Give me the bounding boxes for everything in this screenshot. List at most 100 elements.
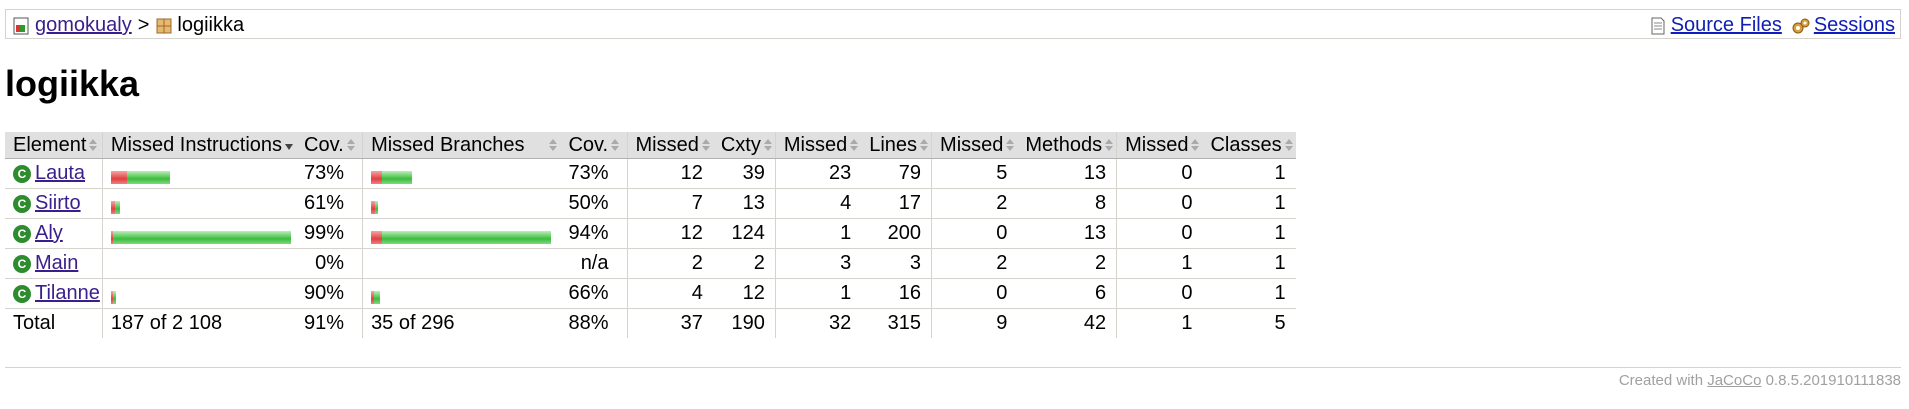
instructions-bar-cell (101, 278, 297, 309)
missed-cxty-cell: 12 (626, 218, 713, 249)
package-icon (156, 18, 172, 33)
table-total-row: Total 187 of 2 108 91% 35 of 296 88% 37 … (5, 308, 1296, 338)
coverage-bar (110, 197, 120, 215)
header-missed-branches[interactable]: Missed Branches (362, 132, 561, 159)
session-report-icon (13, 17, 29, 34)
cxty-cell: 39 (712, 158, 776, 189)
sort-icon (346, 139, 355, 152)
footer-prefix: Created with (1618, 372, 1708, 389)
header-lines[interactable]: Lines (861, 132, 932, 159)
covered-bar (374, 291, 381, 305)
total-cxty: 190 (731, 312, 765, 334)
coverage-bar (371, 167, 413, 185)
missed-bar (110, 231, 113, 245)
header-methods[interactable]: Methods (1017, 132, 1117, 159)
br-cov-cell: 73% (560, 158, 627, 189)
methods-cell: 13 (1017, 218, 1117, 249)
branches-bar-cell (362, 188, 561, 219)
lines-cell: 17 (861, 188, 932, 219)
header-element[interactable]: Element (5, 132, 103, 159)
element-cell: C Main (5, 248, 103, 279)
header-missed-methods[interactable]: Missed (931, 132, 1018, 159)
missed-bar (110, 201, 115, 215)
sort-icon (701, 139, 710, 152)
header-classes[interactable]: Classes (1202, 132, 1296, 159)
branches-bar-cell (362, 248, 561, 279)
total-missed-cxty: 37 (626, 308, 713, 338)
methods-cell: 13 (1017, 158, 1117, 189)
covered-bar (382, 171, 413, 185)
source-files-link[interactable]: Source Files (1670, 14, 1782, 36)
sort-icon (920, 139, 929, 152)
classes-cell: 1 (1202, 158, 1296, 189)
table-row: C Aly 99% 94% 12 124 1 200 0 13 0 1 (5, 218, 1296, 249)
source-files-icon (1651, 17, 1665, 34)
class-icon: C (13, 164, 31, 183)
cxty-cell: 124 (712, 218, 776, 249)
header-cov-branches[interactable]: Cov. (560, 132, 627, 159)
header-missed-cxty[interactable]: Missed (626, 132, 713, 159)
coverage-bar (110, 287, 116, 305)
cxty-cell: 13 (712, 188, 776, 219)
missed-cxty-cell: 12 (626, 158, 713, 189)
br-cov-cell: 94% (560, 218, 627, 249)
coverage-table: Element Missed Instructions Cov. Missed … (5, 132, 1296, 338)
total-br-cov: 88% (568, 312, 609, 334)
lines-cell: 79 (861, 158, 932, 189)
cxty-cell: 2 (712, 248, 776, 279)
missed-bar (371, 201, 376, 215)
sort-icon (850, 139, 859, 152)
header-missed-lines[interactable]: Missed (774, 132, 862, 159)
element-cell: C Siirto (5, 188, 103, 219)
element-link[interactable]: Aly (35, 222, 63, 244)
breadcrumb-separator: > (137, 14, 150, 36)
missed-methods-cell: 2 (931, 248, 1018, 279)
missed-classes-cell: 0 (1116, 158, 1203, 189)
missed-classes-cell: 0 (1116, 188, 1203, 219)
breadcrumb-session-link[interactable]: gomokualy (35, 14, 132, 36)
methods-cell: 8 (1017, 188, 1117, 219)
element-link[interactable]: Tilanne (35, 282, 100, 304)
total-classes: 5 (1274, 312, 1286, 334)
instructions-bar-cell (101, 188, 297, 219)
header-missed-instructions[interactable]: Missed Instructions (101, 132, 297, 159)
missed-classes-cell: 0 (1116, 278, 1203, 309)
instr-cov-cell: 90% (296, 278, 363, 309)
total-missed-methods: 9 (931, 308, 1018, 338)
sort-icon (1191, 139, 1200, 152)
element-link[interactable]: Lauta (35, 162, 86, 184)
sort-icon (611, 139, 620, 152)
sort-icon (763, 139, 772, 152)
br-cov-cell: n/a (560, 248, 627, 279)
jacoco-link[interactable]: JaCoCo (1707, 372, 1762, 389)
table-row: C Main 0% n/a 2 2 3 3 2 2 1 1 (5, 248, 1296, 279)
coverage-bar (110, 227, 291, 245)
total-lines: 315 (887, 312, 922, 334)
instr-cov-cell: 99% (296, 218, 363, 249)
sort-icon (1006, 139, 1015, 152)
sessions-link[interactable]: Sessions (1813, 14, 1895, 36)
covered-bar (112, 291, 116, 305)
sort-icon (1284, 139, 1293, 152)
methods-cell: 2 (1017, 248, 1117, 279)
total-missed-lines: 32 (774, 308, 862, 338)
classes-cell: 1 (1202, 278, 1296, 309)
total-label: Total (13, 312, 56, 334)
missed-classes-cell: 0 (1116, 218, 1203, 249)
element-link[interactable]: Main (35, 252, 79, 274)
missed-methods-cell: 0 (931, 278, 1018, 309)
header-missed-classes[interactable]: Missed (1116, 132, 1203, 159)
covered-bar (114, 201, 120, 215)
sessions-icon (1792, 18, 1810, 33)
missed-bar (371, 171, 383, 185)
branches-bar-cell (362, 158, 561, 189)
element-cell: C Tilanne (5, 278, 103, 309)
missed-methods-cell: 2 (931, 188, 1018, 219)
covered-bar (375, 201, 379, 215)
element-link[interactable]: Siirto (35, 192, 81, 214)
header-cov-instructions[interactable]: Cov. (296, 132, 363, 159)
instr-cov-cell: 61% (296, 188, 363, 219)
header-cxty[interactable]: Cxty (712, 132, 776, 159)
cxty-cell: 12 (712, 278, 776, 309)
footer-divider (5, 367, 1901, 368)
